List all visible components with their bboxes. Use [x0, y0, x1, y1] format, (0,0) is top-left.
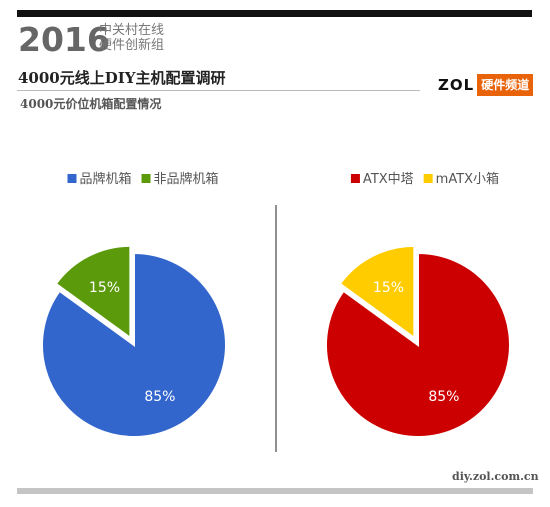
pie-2-slice-1: [325, 251, 511, 438]
footer-url: diy.zol.com.cn: [452, 470, 539, 483]
year-label: 2016: [18, 20, 110, 59]
pie-1-legend-label-1: 品牌机箱: [79, 171, 131, 187]
pie-2-slice-2: [338, 244, 416, 340]
page-title: 4000元线上DIY主机配置调研: [18, 69, 226, 87]
pie-1-legend: 品牌机箱 非品牌机箱: [67, 171, 219, 187]
pie-1-slice-2-label: 15%: [89, 280, 120, 296]
pie-1-slice-1: [41, 251, 227, 438]
pie-1-legend-swatch-2: [141, 174, 151, 183]
org-name: 中关村在线 硬件创新组: [99, 23, 164, 53]
pie-2-slice-1-label: 85%: [428, 389, 459, 405]
pie-2-slice-2-label: 15%: [373, 280, 404, 296]
bottom-bar: [17, 488, 533, 494]
top-bar: [17, 10, 532, 17]
pie-1-legend-swatch-1: [67, 174, 77, 183]
org-line-2: 硬件创新组: [99, 38, 165, 53]
pie-2-legend: ATX中塔 mATX小箱: [350, 171, 499, 187]
pie-2-legend-swatch-2: [423, 174, 433, 183]
zol-logo-box: 硬件频道: [477, 74, 534, 96]
page-subtitle: 4000元价位机箱配置情况: [20, 97, 162, 111]
pie-1-legend-label-2: 非品牌机箱: [154, 171, 219, 187]
zol-logo-text: ZOL: [438, 76, 475, 94]
pie-2-legend-swatch-1: [350, 174, 360, 183]
org-line-1: 中关村在线: [99, 23, 165, 38]
pie-2-legend-label-2: mATX小箱: [436, 171, 499, 187]
title-divider: [17, 90, 420, 91]
pie-1-slice-1-label: 85%: [144, 389, 175, 405]
pie-2-legend-label-1: ATX中塔: [363, 172, 414, 187]
pie-1-slice-2: [54, 244, 132, 340]
zol-logo: ZOL 硬件频道: [438, 74, 534, 96]
